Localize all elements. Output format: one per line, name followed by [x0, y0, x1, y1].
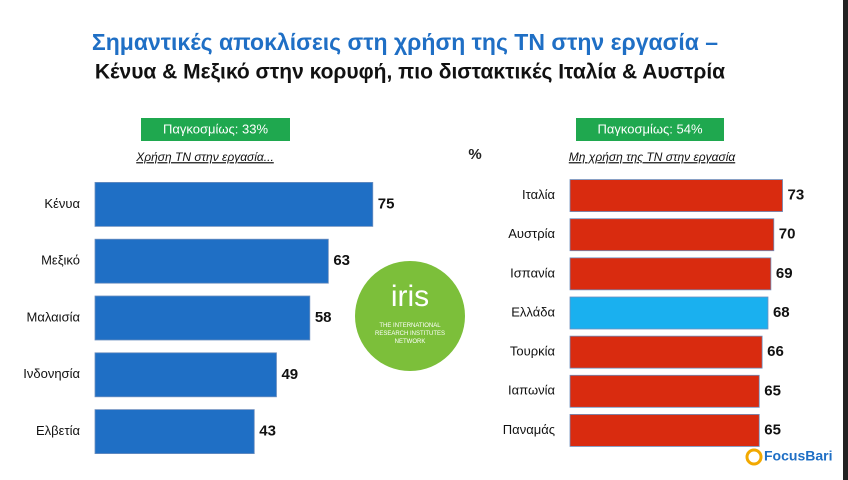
- value-label: 49: [281, 366, 298, 383]
- bar: [94, 181, 374, 227]
- bar: [569, 296, 769, 330]
- value-label: 68: [773, 304, 790, 321]
- value-label: 70: [779, 226, 796, 243]
- logo-caption: THE INTERNATIONAL RESEARCH INSTITUTES NE…: [374, 323, 445, 345]
- bar: [94, 295, 311, 341]
- value-label: 66: [767, 343, 784, 360]
- bar: [569, 335, 763, 369]
- brand: FocusBari: [764, 448, 832, 464]
- category-label: Ινδονησία: [23, 366, 80, 381]
- global-note: Παγκοσμίως: 54%: [597, 121, 702, 136]
- category-label: Ελβετία: [36, 423, 80, 438]
- axis-label: Μη χρήση της ΤΝ στην εργασία: [569, 150, 737, 164]
- bar: [569, 414, 760, 447]
- value-label: 69: [776, 265, 793, 282]
- brand-icon: [745, 448, 763, 466]
- bar: [94, 352, 277, 398]
- category-label: Ισπανία: [510, 265, 555, 280]
- value-label: 73: [788, 187, 805, 204]
- value-label: 58: [315, 309, 332, 326]
- value-label: 63: [333, 252, 350, 269]
- logo-caption-box: THE INTERNATIONAL RESEARCH INSTITUTES NE…: [374, 323, 445, 345]
- title: Σημαντικές αποκλίσεις στη χρήση της ΤΝ σ…: [92, 29, 718, 55]
- subtitle: Κένυα & Μεξικό στην κορυφή, πιο διστακτι…: [95, 61, 725, 84]
- value-label: 75: [378, 195, 395, 212]
- global-note: Παγκοσμίως: 33%: [163, 121, 268, 136]
- value-label: 65: [764, 382, 781, 399]
- category-label: Αυστρία: [508, 226, 555, 241]
- category-label: Κένυα: [44, 196, 80, 211]
- bar: [569, 218, 775, 252]
- category-label: Τουρκία: [510, 344, 556, 359]
- global-note-box: [141, 118, 290, 141]
- category-label: Μαλαισία: [27, 309, 81, 324]
- bar: [569, 179, 783, 212]
- category-label: Μεξικό: [41, 253, 80, 268]
- global-note-box: [576, 118, 724, 141]
- logo-circle: [355, 261, 465, 371]
- category-label: Ιταλία: [522, 187, 555, 202]
- category-label: Ιαπωνία: [508, 383, 555, 398]
- axis-label: Χρήση ΤΝ στην εργασία...: [135, 150, 274, 164]
- bar: [94, 409, 255, 455]
- category-label: Παναμάς: [503, 422, 555, 437]
- unit: %: [468, 146, 481, 163]
- value-label: 65: [764, 421, 781, 438]
- bar: [569, 257, 772, 291]
- value-label: 43: [259, 423, 276, 440]
- iris-logo: iris THE INTERNATIONAL RESEARCH INSTITUT…: [355, 261, 465, 371]
- category-label: Ελλάδα: [511, 304, 555, 319]
- bar: [569, 374, 760, 408]
- edge: [843, 0, 848, 480]
- bar: [94, 238, 329, 284]
- logo-text: iris: [391, 280, 429, 313]
